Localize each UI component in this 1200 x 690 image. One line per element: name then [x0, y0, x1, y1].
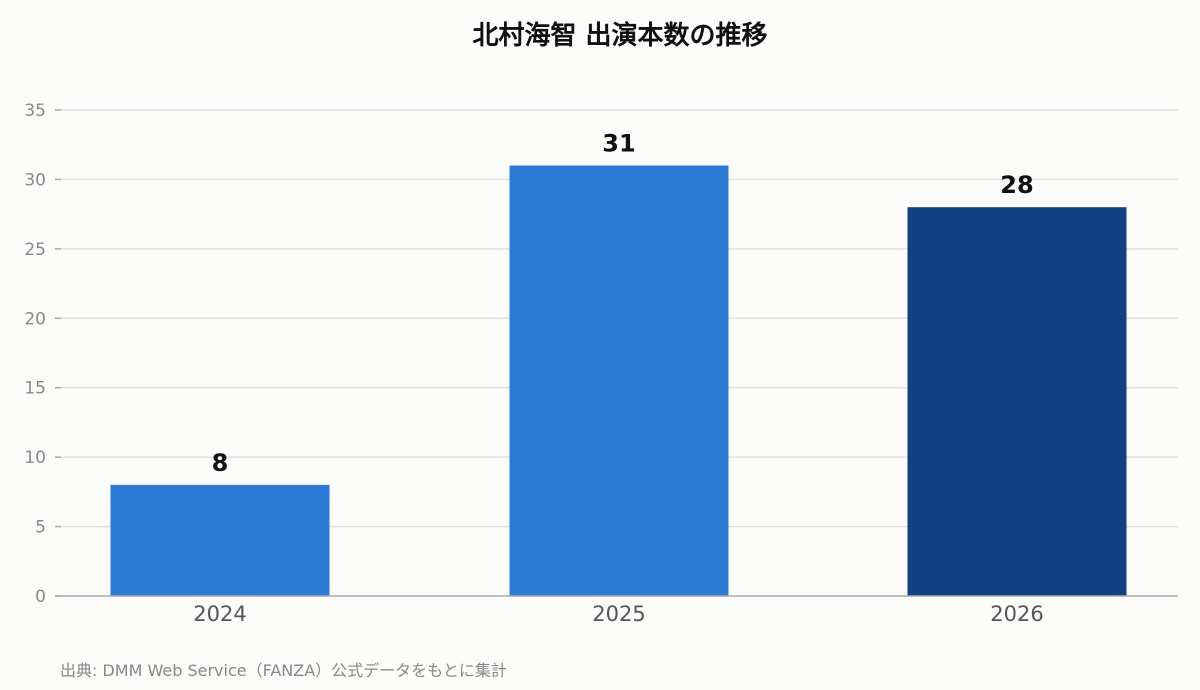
x-tick-label-2025: 2025 — [592, 602, 645, 626]
y-axis-ticks: 0 5 10 15 20 25 30 35 — [24, 101, 61, 607]
value-label-2025: 31 — [602, 130, 635, 158]
bar-2024 — [110, 484, 330, 596]
y-tick-label: 5 — [35, 518, 46, 538]
value-labels: 8 31 28 — [212, 130, 1034, 477]
y-tick-label: 15 — [24, 379, 46, 399]
x-tick-label-2026: 2026 — [990, 602, 1043, 626]
x-axis-ticks: 2024 2025 2026 — [193, 602, 1043, 626]
y-tick-label: 10 — [24, 448, 46, 468]
chart-title: 北村海智 出演本数の推移 — [472, 20, 767, 51]
x-tick-label-2024: 2024 — [193, 602, 246, 626]
bar-2026 — [907, 207, 1127, 596]
value-label-2024: 8 — [212, 449, 229, 477]
y-tick-label: 25 — [24, 240, 46, 260]
source-note: 出典: DMM Web Service（FANZA）公式データをもとに集計 — [60, 661, 507, 680]
y-tick-label: 35 — [24, 101, 46, 121]
bars — [110, 165, 1127, 597]
value-label-2026: 28 — [1000, 171, 1033, 199]
y-tick-label: 0 — [35, 587, 46, 607]
y-tick-label: 20 — [24, 309, 46, 329]
bar-2025 — [509, 165, 729, 597]
y-tick-label: 30 — [24, 170, 46, 190]
